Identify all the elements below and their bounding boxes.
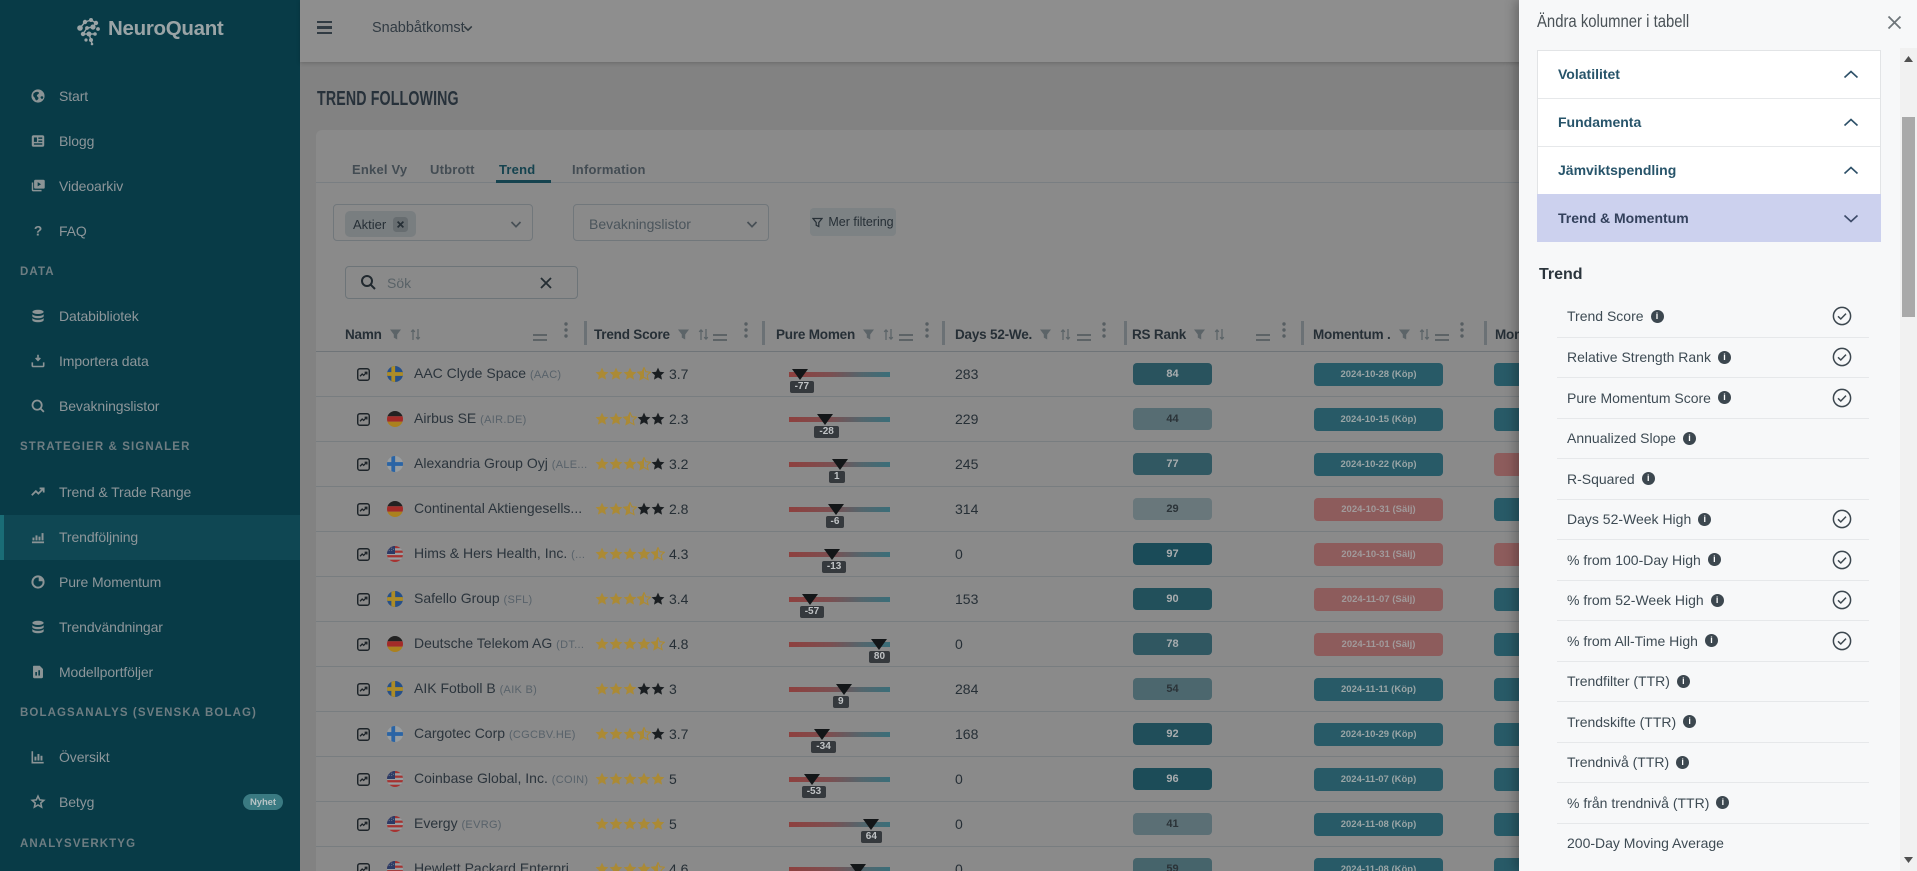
svg-text:?: ? bbox=[34, 223, 42, 238]
